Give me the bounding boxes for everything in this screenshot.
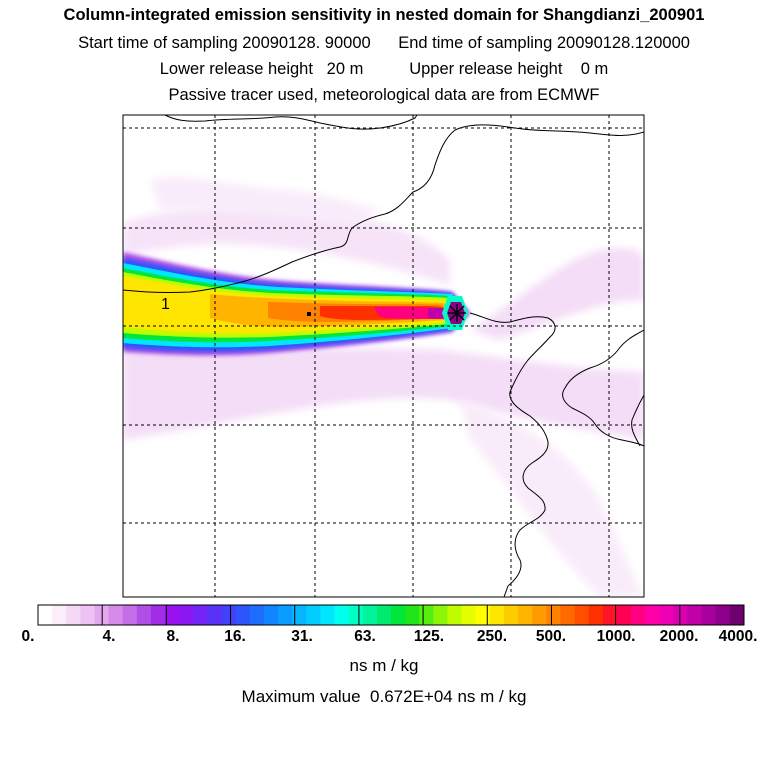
colorbar-swatch <box>193 605 208 625</box>
colorbar-swatch <box>489 605 505 625</box>
lat-lon-grid <box>123 115 644 597</box>
colorbar-tick-label: 0. <box>21 628 35 645</box>
receptor-star-icon <box>448 304 466 322</box>
sampling-times-line: Start time of sampling 20090128. 90000 E… <box>0 34 768 53</box>
colorbar-swatch <box>729 605 745 625</box>
field-contour-faint-ne <box>470 248 644 340</box>
colorbar-swatch <box>391 605 406 625</box>
field-contour-faint-south <box>123 345 644 440</box>
colorbar-units: ns m / kg <box>349 656 419 675</box>
colorbar-swatch <box>602 605 618 625</box>
colorbar-frame <box>37 604 745 626</box>
colorbar-swatch <box>235 605 251 625</box>
colorbar-swatch <box>673 605 688 625</box>
coastline-shandong <box>469 312 556 597</box>
colorbar-swatch <box>715 605 731 625</box>
colorbar-swatch <box>546 605 561 625</box>
colorbar <box>37 604 745 626</box>
colorbar-tick-label: 31. <box>291 628 313 645</box>
colorbar-swatch <box>433 605 448 625</box>
upper-release-text: Upper release height 0 m <box>409 60 609 78</box>
colorbar-tick-label: 2000. <box>659 628 699 645</box>
colorbar-swatch <box>263 605 279 625</box>
tracer-info-line: Passive tracer used, meteorological data… <box>168 86 600 104</box>
colorbar-swatch <box>405 605 420 625</box>
colorbar-tick-label: 16. <box>224 628 246 645</box>
coastline-korea-north <box>164 115 418 130</box>
colorbar-swatch <box>348 605 364 625</box>
colorbar-swatch <box>560 605 575 625</box>
colorbar-swatch <box>631 605 646 625</box>
end-time-text: End time of sampling 20090128.120000 <box>398 34 690 52</box>
colorbar-swatch <box>419 605 434 625</box>
colorbar-swatch <box>306 605 321 625</box>
max-value-text: Maximum value 0.672E+04 ns m / kg <box>241 687 527 706</box>
colorbar-swatch <box>616 605 632 625</box>
colorbar-swatch <box>136 605 152 625</box>
colorbar-swatch <box>278 605 293 625</box>
emission-field <box>123 177 644 597</box>
plot-frame <box>122 114 645 598</box>
colorbar-swatch <box>588 605 604 625</box>
colorbar-swatch <box>165 605 180 625</box>
colorbar-swatch <box>249 605 265 625</box>
coastline-east-korea <box>631 394 644 447</box>
field-contour-faint-nw <box>150 177 380 225</box>
colorbar-swatch <box>320 605 335 625</box>
colorbar-swatch <box>362 605 378 625</box>
colorbar-swatch <box>376 605 392 625</box>
colorbar-swatch <box>645 605 660 625</box>
colorbar-tick-label: 8. <box>166 628 180 645</box>
colorbar-swatch <box>122 605 138 625</box>
colorbar-swatch <box>179 605 194 625</box>
colorbar-tick-label: 250. <box>476 628 508 645</box>
colorbar-tick-label: 500. <box>535 628 567 645</box>
colorbar-swatch <box>52 605 67 625</box>
location-dot <box>307 312 311 316</box>
colorbar-swatch <box>150 605 166 625</box>
colorbar-swatch <box>292 605 307 625</box>
lower-release-text: Lower release height 20 m <box>159 60 364 78</box>
colorbar-swatch <box>461 605 477 625</box>
colorbar-swatch <box>38 605 53 625</box>
field-contour-faint-north <box>123 206 450 285</box>
colorbar-swatch <box>447 605 462 625</box>
colorbar-swatch <box>532 605 547 625</box>
colorbar-swatch <box>334 605 350 625</box>
chart-title: Column-integrated emission sensitivity i… <box>63 6 705 24</box>
colorbar-swatch <box>207 605 222 625</box>
colorbar-tick-label: 125. <box>413 628 445 645</box>
colorbar-tick-label: 4. <box>102 628 116 645</box>
colorbar-tick-label: 4000. <box>718 628 758 645</box>
colorbar-swatch <box>108 605 124 625</box>
colorbar-swatch <box>80 605 95 625</box>
colorbar-swatch <box>701 605 717 625</box>
colorbar-swatch <box>687 605 703 625</box>
colorbar-swatch <box>475 605 491 625</box>
colorbar-swatch <box>518 605 533 625</box>
colorbar-swatch <box>66 605 81 625</box>
field-contour-faint-south2 <box>460 400 644 597</box>
colorbar-tick-label: 63. <box>354 628 376 645</box>
colorbar-swatch <box>574 605 590 625</box>
colorbar-swatch <box>221 605 237 625</box>
start-time-text: Start time of sampling 20090128. 90000 <box>78 34 371 52</box>
receptor-label: 1 <box>161 296 170 313</box>
release-heights-line: Lower release height 20 m Upper release … <box>0 60 768 79</box>
coastline-liaodong <box>562 329 644 447</box>
colorbar-swatch <box>659 605 674 625</box>
colorbar-tick-label: 1000. <box>596 628 636 645</box>
colorbar-swatch <box>503 605 519 625</box>
